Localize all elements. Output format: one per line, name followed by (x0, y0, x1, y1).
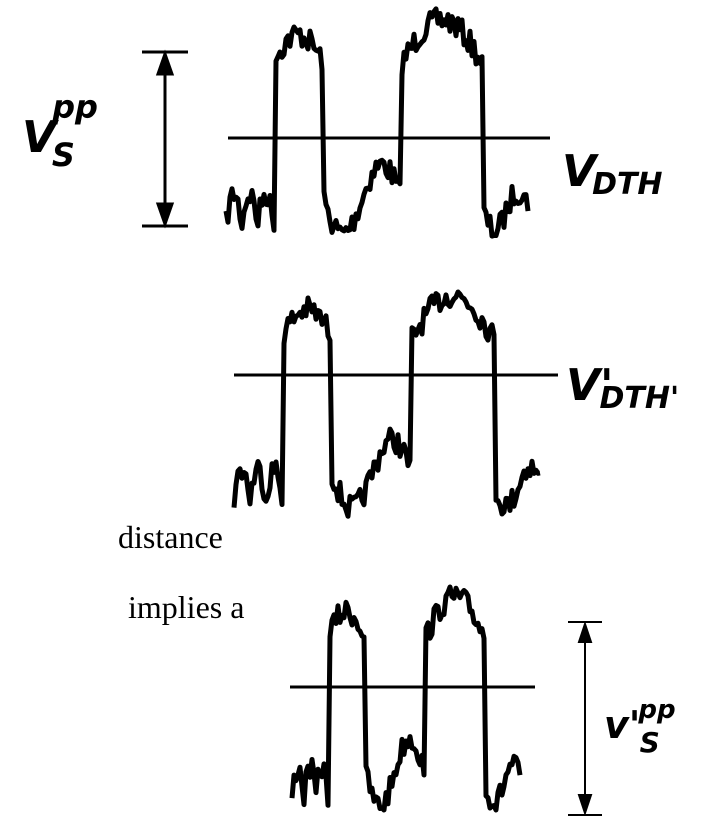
span-arrow (142, 49, 188, 229)
waveform (231, 289, 541, 519)
body-text: implies a (128, 589, 244, 625)
waveform (289, 584, 523, 813)
body-text: distance (118, 519, 223, 555)
label-vdth-prime: V'DTH' (566, 360, 679, 416)
waveform (223, 6, 531, 239)
label-vspp-prime: v'pp S (604, 695, 676, 759)
waveforms (223, 6, 541, 813)
span-arrow (568, 620, 602, 817)
label-vdth: VDTH (562, 146, 663, 202)
label-vspp: Vpp S (22, 88, 98, 174)
